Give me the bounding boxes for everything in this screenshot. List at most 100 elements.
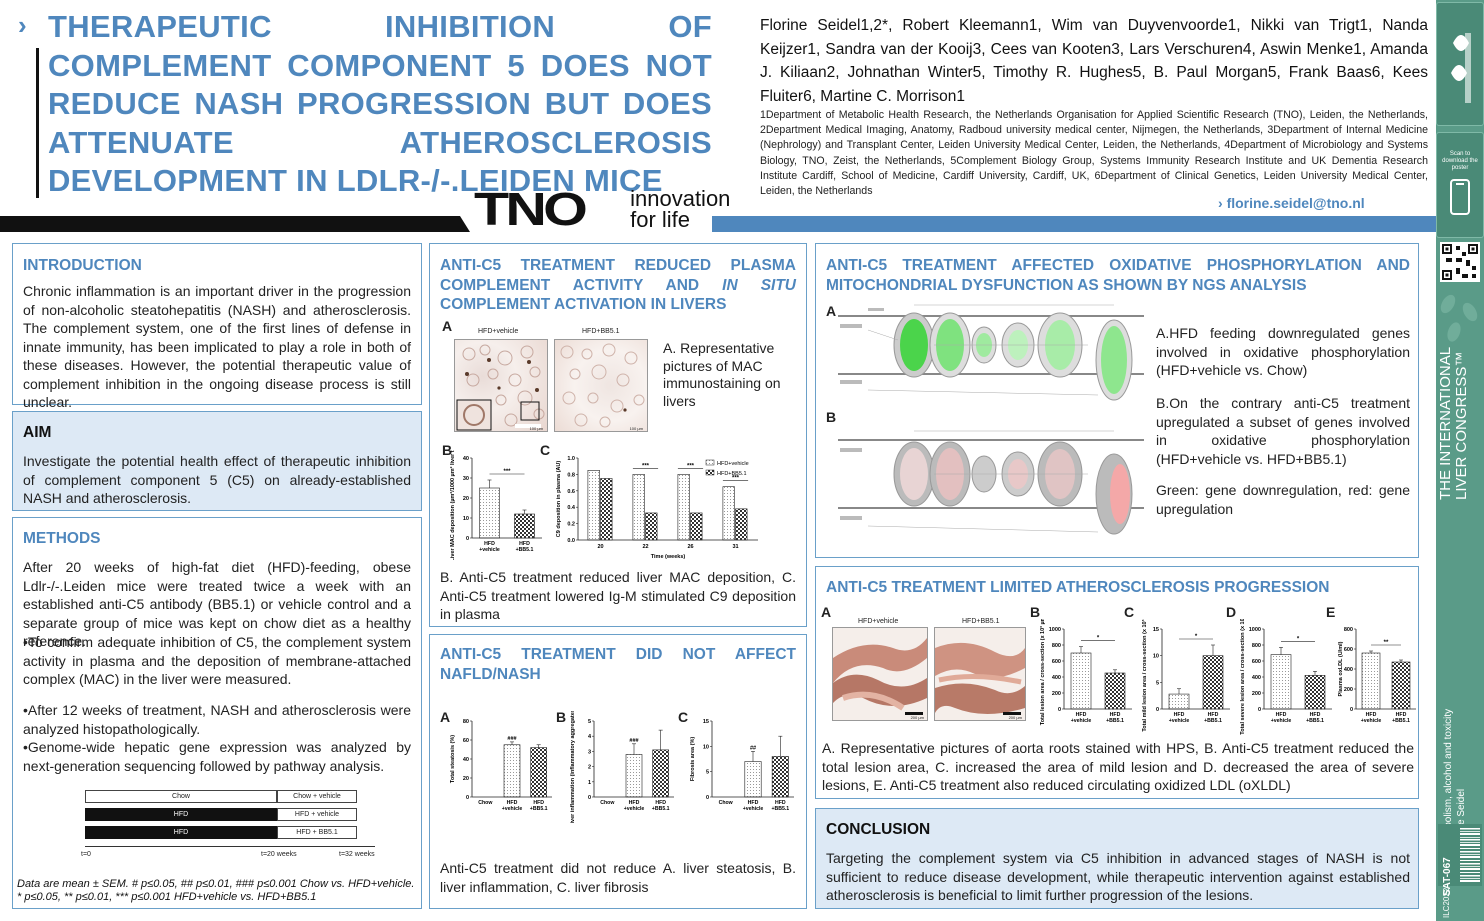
inflammation-xtick-label: Chow (600, 800, 615, 806)
aorta-image-bb51-art (935, 642, 1025, 715)
c9-deposition-bar (722, 486, 735, 541)
timeline-hfd-bar-1: HFD (85, 808, 277, 821)
mild-lesion-xtick-label: HFD (1174, 712, 1185, 718)
mac-deposition-xtick-label: +vehicle (479, 547, 500, 553)
mac-deposition-bar (514, 513, 535, 539)
steatosis-ytick-label: 40 (463, 757, 469, 763)
aorta-img2-label: HFD+BB5.1 (962, 618, 1000, 625)
oxldl-ylabel: Plasma oxLDL (U/ml) (1338, 641, 1344, 696)
mac-deposition-ytick-label: 40 (463, 456, 469, 462)
timeline-hfd-vehicle: HFD + vehicle (277, 808, 357, 821)
steatosis-xtick-label: HFD (533, 800, 544, 806)
c9-deposition-bar (632, 474, 645, 541)
c9-deposition-ytick-label: 0.4 (567, 505, 576, 511)
barcode-block (1438, 824, 1482, 886)
total-lesion-xtick-label: HFD (1110, 712, 1121, 718)
steatosis-ylabel: Total steatosis (%) (450, 735, 456, 783)
c9-deposition-legend-label: HFD+vehicle (717, 461, 749, 467)
fibrosis-xtick-label: HFD (775, 800, 786, 806)
timeline-t0: t=0 (81, 851, 91, 858)
inflammation-ytick-label: 1 (588, 780, 591, 786)
email-link[interactable]: › florine.seidel@tno.nl (1218, 195, 1365, 211)
mild-lesion-bar (1168, 693, 1190, 710)
c9-deposition-legend-label: HFD+BB5.1 (717, 471, 747, 477)
complement-heading-em: IN SITU (722, 276, 796, 294)
intro-panel: INTRODUCTION Chronic inflammation is an … (12, 243, 422, 410)
inflammation-ytick-label: 4 (588, 734, 592, 740)
oxldl-xtick-label: +vehicle (1361, 718, 1382, 724)
mac-image-bb51-art (560, 343, 645, 428)
severe-lesion-ytick-label: 400 (1252, 675, 1261, 681)
methods-bullet-2: •After 12 weeks of treatment, NASH and a… (23, 702, 411, 737)
inflammation-ytick-label: 2 (588, 765, 591, 771)
steatosis-bar (530, 747, 547, 798)
mac-img2-label: HFD+BB5.1 (582, 328, 620, 335)
mac-deposition-ytick-label: 20 (463, 496, 469, 502)
mac-deposition-bar (479, 487, 500, 539)
severe-lesion-ytick-label: 0 (1258, 707, 1261, 713)
c9-deposition-sig-label: *** (642, 463, 650, 469)
inflammation-sig-label: ### (629, 738, 638, 744)
oxldl-ytick-label: 800 (1344, 627, 1353, 633)
leaf-logo-icon (1451, 33, 1471, 103)
severe-lesion-xtick-label: +BB5.1 (1306, 718, 1324, 724)
ngs-label-a: A (826, 303, 837, 319)
tno-logo: TNO innovation for life (474, 186, 730, 232)
oxldl-bar (1391, 661, 1411, 710)
ngs-legend: Green: gene downregulation, red: gene up… (1156, 482, 1410, 517)
leaf-pattern-icon (1440, 294, 1478, 342)
footnote-line-2: * p≤0.05, ** p≤0.01, *** p≤0.001 HFD+veh… (17, 891, 317, 903)
methods-bullet-1: •To confirm adequate inhibition of C5, t… (23, 634, 411, 687)
steatosis-ytick-label: 20 (463, 776, 469, 782)
steatosis-bar (503, 744, 521, 798)
c9-deposition-ytick-label: 0.2 (567, 522, 575, 528)
athero-label-b: B (1030, 604, 1041, 620)
ngs-item-a: A.HFD feeding downregulated genes involv… (1156, 325, 1410, 378)
severe-lesion-ytick-label: 1000 (1249, 627, 1261, 633)
mild-lesion-xtick-label: +BB5.1 (1204, 718, 1222, 724)
nafld-panel: ANTI-C5 TREATMENT DID NOT AFFECT NAFLD/N… (429, 634, 807, 909)
conclusion-panel: CONCLUSION Targeting the complement syst… (815, 808, 1419, 909)
fibrosis-bar (771, 756, 789, 798)
mild-lesion-ytick-label: 5 (1156, 680, 1159, 686)
methods-bullet-3: •Genome-wide hepatic gene expression was… (23, 739, 411, 774)
aorta-scale-2: 200 µm (1008, 715, 1022, 720)
total-lesion-ytick-label: 1000 (1049, 627, 1061, 633)
mac-description: A. Representative pictures of MAC immuno… (663, 340, 781, 409)
methods-heading: METHODS (23, 530, 101, 547)
severe-lesion-xtick-label: HFD (1310, 712, 1321, 718)
scan-download-box[interactable]: Scan to download the poster (1436, 132, 1484, 238)
mild-lesion-ylabel: Total mild lesion area / cross-section (… (1141, 619, 1148, 732)
fibrosis-ytick-label: 15 (703, 719, 709, 725)
tno-tagline-1: innovation (630, 186, 731, 211)
oxldl-ytick-label: 0 (1350, 707, 1353, 713)
severe-lesion-sig-label: * (1297, 636, 1300, 642)
qr-code[interactable] (1440, 242, 1480, 282)
inflammation-xtick-label: HFD (629, 800, 640, 806)
oxldl-xtick-label: HFD (1396, 712, 1407, 718)
total-lesion-ytick-label: 0 (1058, 707, 1061, 713)
steatosis-ytick-label: 60 (463, 738, 469, 744)
mild-lesion-xtick-label: +vehicle (1169, 718, 1190, 724)
athero-heading: ANTI-C5 TREATMENT LIMITED ATHEROSCLEROSI… (826, 579, 1330, 596)
athero-label-d: D (1226, 604, 1237, 620)
athero-label-a: A (821, 604, 832, 620)
nafld-heading: ANTI-C5 TREATMENT DID NOT AFFECT NAFLD/N… (440, 646, 796, 683)
ngs-pathway-diagrams (838, 300, 1144, 546)
email-text[interactable]: florine.seidel@tno.nl (1226, 195, 1365, 211)
header-stripe-right (712, 216, 1436, 232)
congress-name: THE INTERNATIONAL LIVER CONGRESS™ (1437, 320, 1470, 500)
total-lesion-ytick-label: 800 (1052, 643, 1061, 649)
inflammation-ytick-label: 5 (588, 719, 591, 725)
athero-caption: A. Representative pictures of aorta root… (822, 740, 1414, 793)
c9-deposition-sig-label: *** (732, 476, 740, 482)
aim-heading: AIM (23, 424, 52, 441)
steatosis-xtick-label: +BB5.1 (530, 806, 548, 812)
inflammation-ytick-label: 3 (588, 749, 591, 755)
steatosis-sig-label: ### (507, 736, 516, 742)
total-lesion-sig-label: * (1097, 636, 1100, 642)
inflammation-xtick-label: +BB5.1 (652, 806, 670, 812)
intro-text: Chronic inflammation is an important dri… (23, 283, 411, 410)
c9-deposition-xlabel: Time (weeks) (651, 554, 686, 560)
aorta-image-vehicle: 200 µm (832, 627, 928, 721)
